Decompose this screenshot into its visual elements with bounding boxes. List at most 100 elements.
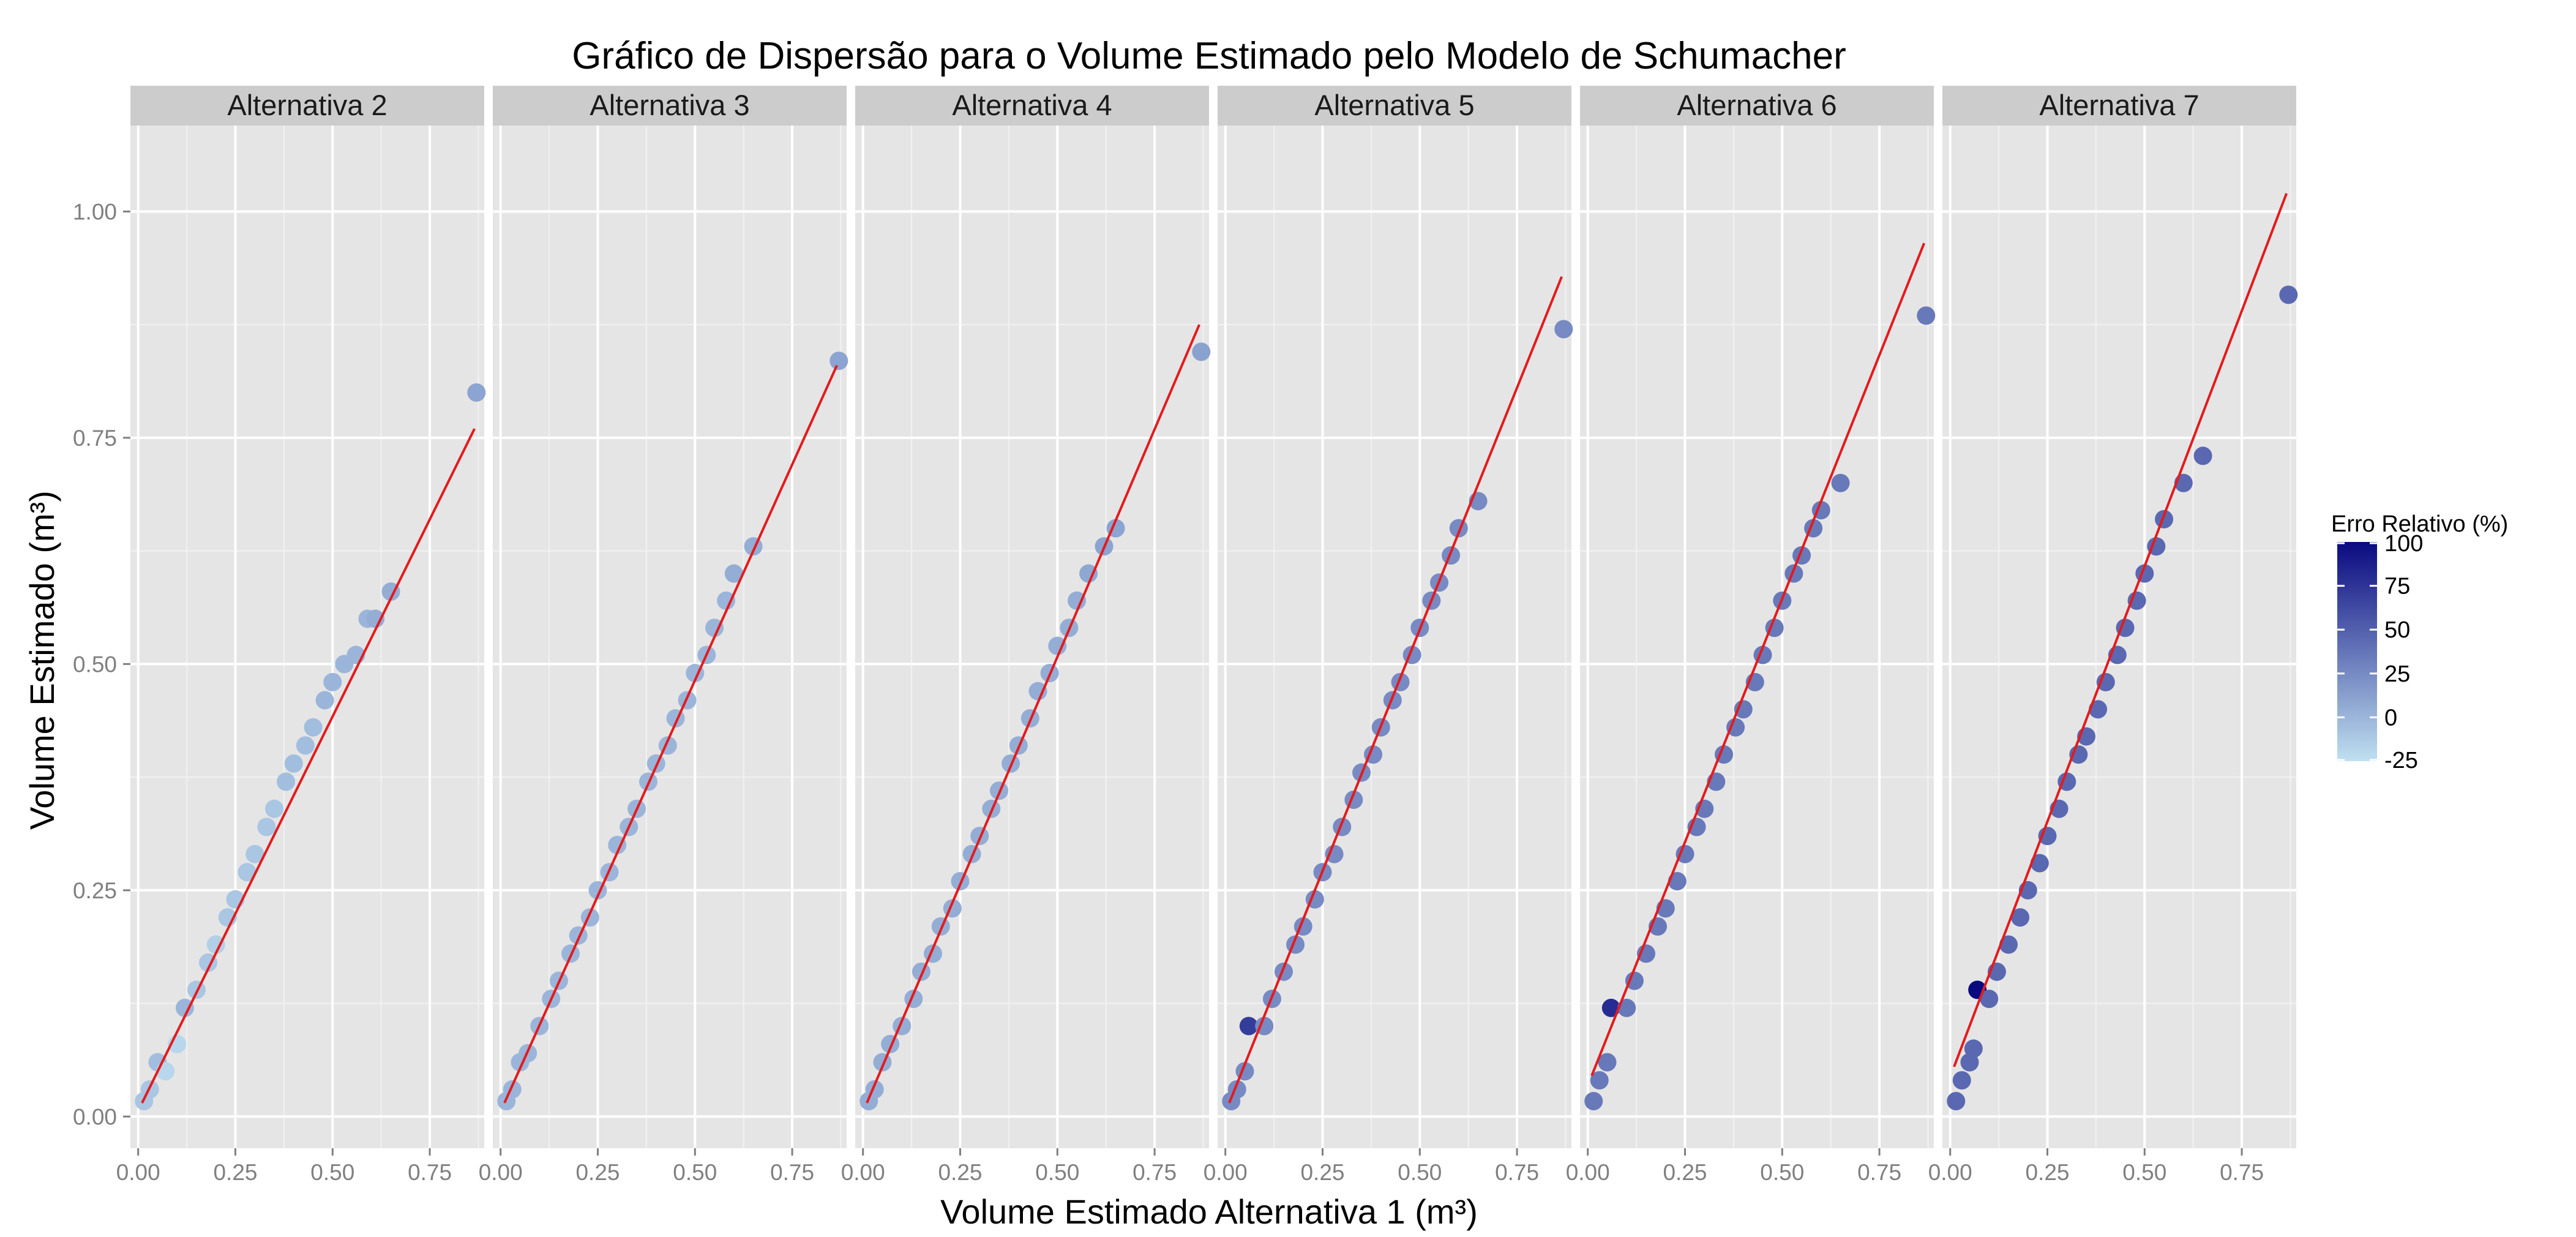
y-tick-label: 0.25 [73,878,117,903]
data-point [1554,320,1573,339]
legend-tick-label: 50 [2384,617,2410,643]
data-point [175,998,194,1017]
data-point [1964,1039,1983,1058]
data-point [1980,990,1999,1009]
data-point [366,609,385,628]
data-point [1831,473,1850,492]
data-point [1617,998,1636,1017]
data-point [2279,285,2298,304]
data-point [1917,306,1936,325]
panel-background [855,126,1209,1148]
data-point [1048,636,1067,655]
data-point [323,672,342,691]
fit-line [1953,193,2288,1067]
facet-panel-5: Alternativa 6 0.00 0.25 0.50 0.75 [1566,86,1936,1185]
facet-strip [1942,86,2296,126]
data-point [2011,908,2030,927]
x-tick-label: 0.75 [2220,1160,2264,1185]
x-tick-label: 0.00 [116,1160,160,1185]
data-point [1726,718,1745,737]
y-tick-label: 0.75 [73,426,117,451]
data-point [245,844,264,863]
data-point [717,591,736,610]
data-point [1325,844,1344,863]
x-tick-label: 0.00 [1928,1160,1972,1185]
legend-tick-label: 25 [2384,661,2410,687]
facet-panel-6: Alternativa 7 0.00 0.25 0.50 0.75 [1928,86,2298,1185]
fit-line [866,324,1200,1104]
x-tick-label: 0.25 [1300,1160,1344,1185]
x-tick-label: 0.50 [1035,1160,1079,1185]
facet-strip-label: Alternativa 2 [227,89,387,121]
x-tick-label: 0.50 [1760,1160,1804,1185]
facet-strip [493,86,847,126]
chart-title: Gráfico de Dispersão para o Volume Estim… [572,35,1846,77]
y-axis: 0.00 0.25 0.50 0.75 1.00 [73,199,130,1129]
x-tick-label: 0.75 [1857,1160,1901,1185]
y-tick-label: 0.50 [73,652,117,677]
data-point [705,618,724,637]
data-point [206,935,225,954]
panel-background [130,126,484,1148]
data-point [829,352,848,370]
legend-title: Erro Relativo (%) [2331,511,2508,537]
data-point [296,736,315,755]
x-tick-label: 0.25 [938,1160,982,1185]
data-point [724,564,743,583]
fit-line [1228,276,1563,1104]
data-point [265,799,284,818]
data-point [1947,1092,1966,1111]
data-point [1442,546,1461,565]
legend-tick-label: -25 [2384,748,2418,773]
data-point [1625,971,1644,990]
legend-colorbar [2337,542,2377,761]
x-tick-label: 0.75 [1133,1160,1177,1185]
data-point [1598,1053,1617,1072]
facet-panel-4: Alternativa 5 0.00 0.25 0.50 0.75 [1204,86,1573,1185]
data-point [1079,564,1098,583]
y-tick-label: 1.00 [73,199,117,224]
legend-tick-label: 0 [2384,705,2397,731]
facet-panels: Alternativa 20.00 0.25 0.50 0.75Alternativa… [116,86,2298,1185]
data-point [1590,1071,1609,1090]
legend-tick-label: 100 [2384,531,2423,557]
x-tick-label: 0.25 [1663,1160,1707,1185]
data-point [1676,844,1694,863]
facet-strip [855,86,1209,126]
facet-strip-label: Alternativa 4 [952,89,1112,121]
x-tick-label: 0.00 [479,1160,523,1185]
panel-background [1580,126,1934,1148]
data-point [2030,854,2049,873]
data-point [467,383,486,402]
x-tick-label: 0.25 [575,1160,620,1185]
x-tick-label: 0.50 [673,1160,717,1185]
x-tick-label: 0.25 [2025,1160,2069,1185]
fit-line [1590,243,1925,1077]
facet-strip-label: Alternativa 5 [1314,89,1474,121]
panel-background [1218,126,1571,1148]
facet-panel-1: Alternativa 2 0.00 0.25 0.50 0.75 [116,86,486,1185]
facet-strip-label: Alternativa 3 [590,89,749,121]
legend-ticks: 100 75 50 25 0 -25 [2337,531,2423,773]
facet-strip-label: Alternativa 6 [1677,89,1837,121]
x-tick-label: 0.25 [213,1160,257,1185]
y-tick-label: 0.00 [73,1104,117,1129]
facet-panel-3: Alternativa 4 0.00 0.25 0.50 0.75 [841,86,1211,1185]
data-point [315,691,334,710]
facet-strip [130,86,484,126]
x-tick-label: 0.75 [1495,1160,1539,1185]
x-tick-label: 0.50 [310,1160,354,1185]
data-point [1068,591,1087,610]
x-axis-title: Volume Estimado Alternativa 1 (m³) [940,1192,1478,1231]
data-point [1192,342,1211,361]
data-point [951,872,970,891]
data-point [238,863,256,882]
data-point [1668,872,1687,891]
data-point [1999,935,2018,954]
x-tick-label: 0.75 [770,1160,814,1185]
x-tick-label: 0.75 [408,1160,452,1185]
y-axis-title: Volume Estimado (m³) [23,491,61,830]
data-point [284,754,303,773]
data-point [1239,1017,1258,1036]
